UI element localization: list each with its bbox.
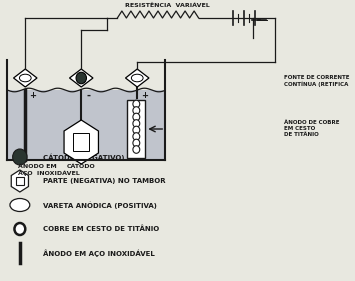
Circle shape (133, 133, 140, 140)
Circle shape (76, 72, 87, 84)
Polygon shape (13, 69, 37, 87)
Polygon shape (125, 69, 149, 87)
Text: RESISTÊNCIA  VARIÁVEL: RESISTÊNCIA VARIÁVEL (125, 3, 209, 8)
Bar (16, 176, 24, 185)
Text: ÂNODO EM
AÇO  INOXIDÁVEL: ÂNODO EM AÇO INOXIDÁVEL (18, 164, 80, 176)
Ellipse shape (10, 198, 30, 212)
Polygon shape (11, 170, 28, 192)
Circle shape (133, 113, 140, 121)
Polygon shape (7, 90, 165, 160)
Text: +: + (29, 92, 36, 101)
Circle shape (133, 100, 140, 108)
Circle shape (133, 146, 140, 153)
Text: CÁTODO: CÁTODO (67, 164, 95, 169)
Circle shape (133, 120, 140, 127)
Polygon shape (70, 69, 93, 87)
Circle shape (133, 107, 140, 114)
Circle shape (15, 223, 25, 235)
Text: -: - (87, 91, 91, 101)
Text: COBRE EM CESTO DE TITÂNIO: COBRE EM CESTO DE TITÂNIO (43, 226, 160, 232)
Text: CÁTODO (NEGATIVO): CÁTODO (NEGATIVO) (43, 153, 125, 161)
Polygon shape (64, 120, 98, 164)
Text: ÂNODO EM AÇO INOXIDÁVEL: ÂNODO EM AÇO INOXIDÁVEL (43, 249, 155, 257)
Text: FONTE DE CORRENTE
CONTÍNUA (RETIFICA: FONTE DE CORRENTE CONTÍNUA (RETIFICA (284, 75, 350, 87)
Circle shape (133, 139, 140, 147)
Text: +: + (141, 92, 148, 101)
Text: ÂNODO DE COBRE
EM CESTO
DE TITÂNIO: ÂNODO DE COBRE EM CESTO DE TITÂNIO (284, 120, 340, 137)
Bar (73, 133, 89, 151)
Text: VARETA ANÓDICA (POSITIVA): VARETA ANÓDICA (POSITIVA) (43, 201, 157, 209)
Circle shape (133, 126, 140, 134)
Ellipse shape (20, 74, 31, 82)
Bar (127, 100, 145, 158)
Text: PARTE (NEGATIVA) NO TAMBOR: PARTE (NEGATIVA) NO TAMBOR (43, 178, 166, 184)
Ellipse shape (131, 74, 143, 82)
Circle shape (13, 149, 27, 165)
